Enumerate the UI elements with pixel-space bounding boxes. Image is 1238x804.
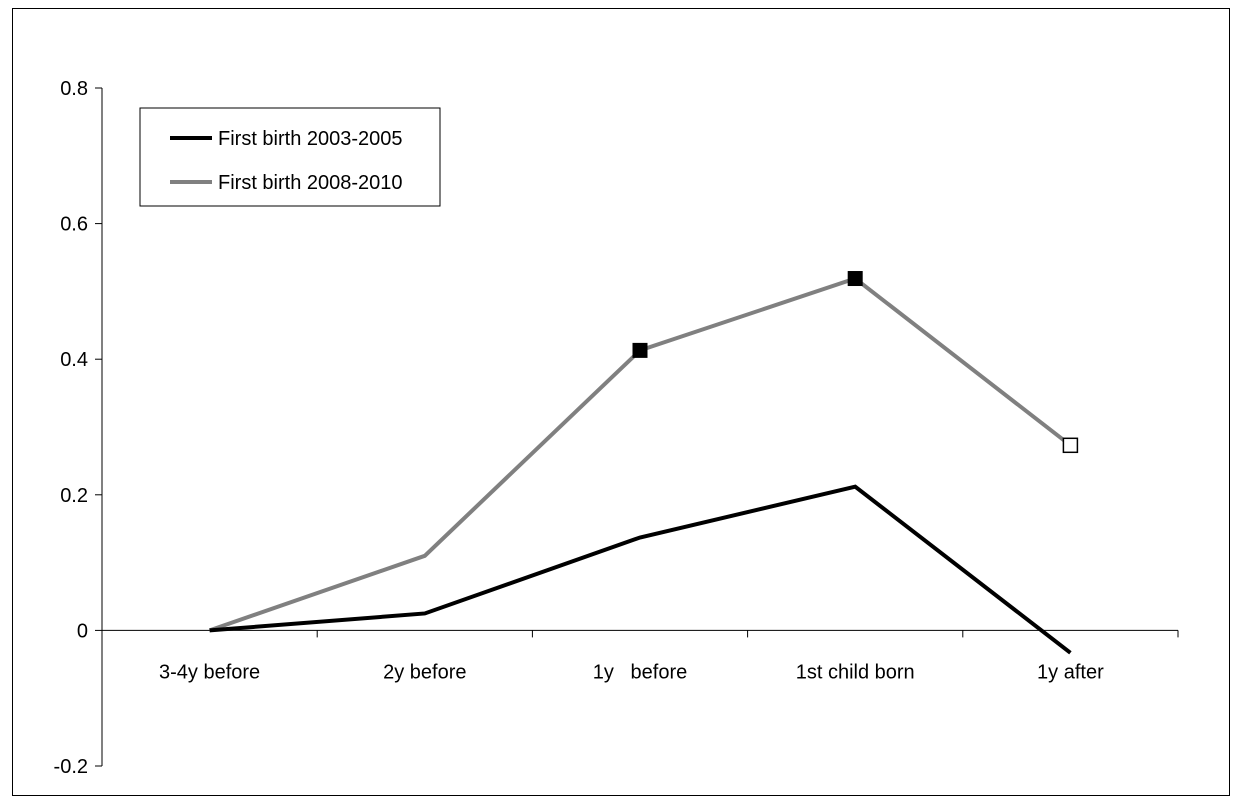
x-tick-label: 1st child born [796,661,915,683]
legend: First birth 2003-2005 First birth 2008-20… [139,107,441,207]
x-tick-labels: 3-4y before 2y before 1y before 1st child b… [159,661,1104,683]
y-tick-label: 0.4 [60,349,88,371]
axes [95,87,1179,767]
y-tick-label: 0.8 [60,78,88,100]
x-tick-label: 1y after [1037,661,1104,683]
data-point-marker [632,342,648,358]
series-line [209,484,1072,655]
legend-label: First birth 2003-2005 [218,128,403,150]
data-point-marker [1062,437,1079,454]
x-tick-label: 2y before [383,661,466,683]
series-lines [208,276,1072,655]
x-tick-label: 3-4y before [159,661,260,683]
y-tick-label: 0.6 [60,214,88,236]
data-point-marker [847,271,863,287]
y-tick-label: -0.2 [54,756,88,778]
y-tick-labels: 0.8 0.6 0.4 0.2 0 -0.2 [54,78,88,778]
y-tick-label: 0 [77,620,88,642]
series-markers [632,271,1079,454]
legend-box [139,107,441,207]
legend-label: First birth 2008-2010 [218,172,403,194]
x-tick-label: 1y before [593,661,688,683]
y-tick-label: 0.2 [60,485,88,507]
series-line [208,276,1072,633]
